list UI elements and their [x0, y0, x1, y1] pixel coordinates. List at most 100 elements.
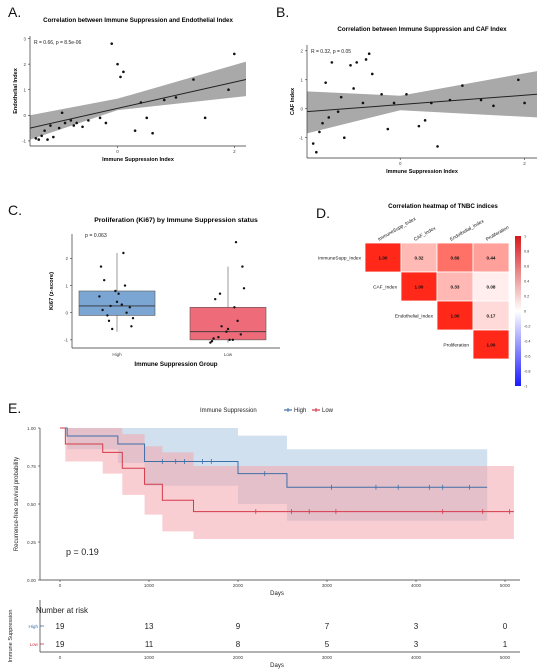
- risk-row-label: Low: [30, 642, 39, 647]
- y-axis-label: Recurrence-free survival probability: [14, 457, 20, 551]
- data-point: [430, 101, 433, 105]
- data-point: [311, 142, 315, 145]
- data-point: [327, 116, 331, 119]
- risk-x-tick-label: 4000: [411, 655, 422, 660]
- cell-value: 1.00: [451, 313, 460, 318]
- cell-value: 0.44: [487, 255, 496, 260]
- data-point: [192, 78, 195, 81]
- data-point: [234, 240, 238, 244]
- colorbar: [515, 236, 521, 386]
- risk-x-axis-label: Days: [270, 663, 284, 669]
- x-tick-label: 1000: [144, 583, 155, 588]
- y-tick-label: 0: [23, 113, 26, 118]
- data-point: [104, 121, 108, 125]
- y-tick-label: -1: [299, 136, 303, 141]
- cell-value: 0.32: [415, 255, 424, 260]
- box-high: [78, 290, 156, 316]
- data-point: [214, 297, 217, 301]
- risk-y-axis-label: Immune Suppression: [8, 610, 14, 663]
- data-point: [111, 327, 114, 331]
- y-tick-label: 2: [300, 49, 303, 54]
- risk-count: 8: [236, 640, 241, 649]
- correlation-annotation: R = 0.32, p = 0.05: [311, 49, 351, 55]
- data-point: [423, 119, 427, 122]
- confidence-band: [307, 71, 537, 134]
- data-point: [352, 87, 355, 90]
- p-value-annotation: p = 0.19: [66, 547, 99, 557]
- data-point: [209, 341, 212, 344]
- scatter-chart-a: Correlation between Immune Suppression a…: [13, 17, 247, 163]
- x-tick-label: 0: [116, 149, 119, 154]
- data-point: [318, 130, 321, 134]
- column-label: Proliferation: [485, 225, 510, 243]
- row-label: Endothelial_Index: [395, 313, 434, 319]
- risk-count: 19: [56, 622, 65, 631]
- data-point: [226, 327, 230, 331]
- panel-label-e: E.: [8, 400, 22, 416]
- data-point: [101, 308, 104, 312]
- data-point: [241, 265, 244, 268]
- cell-value: 0.66: [451, 255, 460, 260]
- row-label: Proliferation: [443, 342, 469, 348]
- heatmap-cell: [472, 300, 510, 331]
- data-point: [98, 295, 101, 298]
- column-label: CAF_Index: [413, 225, 437, 242]
- data-point: [57, 126, 61, 130]
- cell-value: 0.08: [487, 284, 496, 289]
- data-point: [210, 340, 214, 343]
- risk-count: 11: [145, 640, 154, 649]
- data-point: [43, 129, 46, 132]
- data-point: [106, 314, 109, 317]
- data-point: [339, 95, 343, 99]
- x-tick-label: 2: [523, 161, 526, 166]
- risk-count: 7: [325, 622, 330, 631]
- heatmap-cell: [472, 242, 510, 273]
- risk-x-tick-label: 5000: [500, 655, 511, 660]
- y-tick-label: 1.00: [27, 426, 36, 431]
- data-point: [99, 265, 103, 268]
- data-point: [242, 287, 246, 290]
- data-point: [203, 116, 207, 120]
- column-label: Endothelial_Index: [449, 218, 486, 243]
- data-point: [349, 63, 352, 67]
- x-tick-label: 0: [59, 583, 62, 588]
- data-point: [49, 124, 52, 127]
- panel-label-c: C.: [8, 202, 22, 218]
- data-point: [87, 119, 90, 122]
- data-point: [117, 292, 120, 295]
- data-point: [125, 311, 128, 314]
- data-point: [145, 116, 149, 120]
- data-point: [123, 284, 127, 287]
- x-tick-label: 2000: [233, 583, 244, 588]
- x-tick-label: High: [112, 352, 122, 357]
- risk-x-tick-label: 2000: [233, 655, 244, 660]
- data-point: [392, 101, 396, 105]
- chart-title: Correlation between Immune Suppression a…: [337, 26, 507, 33]
- x-tick-label: 0: [399, 161, 402, 166]
- box-low: [189, 306, 267, 341]
- km-chart-e: Immune Suppression High Low 0.00 0.25 0.50 0.7…: [8, 408, 520, 669]
- y-tick-label: 2: [65, 256, 68, 261]
- x-tick-label: Low: [224, 352, 233, 357]
- y-tick-label: 2: [23, 62, 26, 67]
- data-point: [233, 306, 236, 309]
- risk-table-title: Number at risk: [36, 606, 89, 615]
- cell-value: 1.00: [487, 342, 496, 347]
- data-point: [479, 98, 483, 102]
- y-tick-label: 0.25: [27, 540, 36, 545]
- heatmap-cell: [472, 329, 510, 360]
- data-point: [523, 101, 526, 105]
- x-tick-label: 4000: [411, 583, 422, 588]
- data-point: [517, 78, 520, 82]
- data-point: [114, 289, 117, 293]
- data-point: [131, 316, 135, 320]
- y-tick-label: 0.75: [27, 464, 36, 469]
- colorbar-tick-label: 1: [524, 235, 526, 239]
- data-point: [342, 136, 346, 140]
- colorbar-tick-label: 0.4: [524, 280, 529, 284]
- cell-value: 0.33: [451, 284, 460, 289]
- data-point: [461, 84, 464, 87]
- x-tick-label: 3000: [322, 583, 333, 588]
- y-tick-label: -1: [64, 338, 68, 343]
- colorbar-tick-label: -0.4: [524, 340, 531, 344]
